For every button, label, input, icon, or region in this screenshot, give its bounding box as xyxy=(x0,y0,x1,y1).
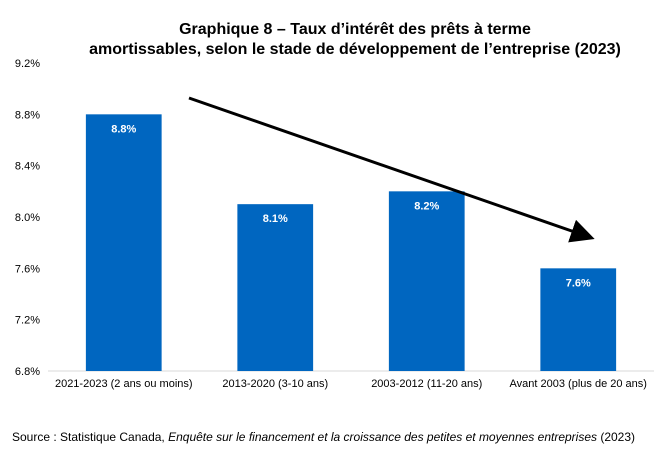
bar-value-label: 8.8% xyxy=(111,123,136,135)
bar-value-label: 8.1% xyxy=(263,213,288,225)
chart-title-line-2: amortissables, selon le stade de dévelop… xyxy=(89,41,621,58)
y-tick-label: 8.8% xyxy=(15,109,40,121)
y-tick-label: 8.0% xyxy=(15,212,40,224)
x-category-label: 2003-2012 (11-20 ans) xyxy=(371,378,482,390)
x-category-label: 2021-2023 (2 ans ou moins) xyxy=(55,378,193,390)
bar xyxy=(540,268,617,371)
source-prefix: Source : Statistique Canada, xyxy=(12,430,169,444)
chart-title-line-1: Graphique 8 – Taux d’intérêt des prêts à… xyxy=(179,21,531,38)
y-tick-label: 7.6% xyxy=(15,263,40,275)
y-tick-label: 6.8% xyxy=(15,366,40,378)
x-category-label: 2013-2020 (3-10 ans) xyxy=(222,378,328,390)
source-survey-name: Enquête sur le financement et la croissa… xyxy=(168,430,597,444)
bars: 8.8% 8.1% 8.2% 7.6% xyxy=(85,114,617,371)
trend-arrow xyxy=(188,96,595,243)
bar-value-label: 7.6% xyxy=(566,277,591,289)
y-tick-label: 8.4% xyxy=(15,161,40,173)
source-suffix: (2023) xyxy=(597,430,636,444)
bar xyxy=(85,114,162,371)
bar xyxy=(388,191,465,371)
y-axis: 6.8% 7.2% 7.6% 8.0% 8.4% 8.8% 9.2% xyxy=(15,58,654,378)
y-tick-label: 9.2% xyxy=(15,58,40,70)
bar xyxy=(237,204,314,371)
x-axis-labels: 2021-2023 (2 ans ou moins) 2013-2020 (3-1… xyxy=(55,378,647,390)
x-category-label: Avant 2003 (plus de 20 ans) xyxy=(510,378,647,390)
source-note: Source : Statistique Canada, Enquête sur… xyxy=(12,430,635,444)
y-tick-label: 7.2% xyxy=(15,315,40,327)
bar-value-label: 8.2% xyxy=(414,200,439,212)
